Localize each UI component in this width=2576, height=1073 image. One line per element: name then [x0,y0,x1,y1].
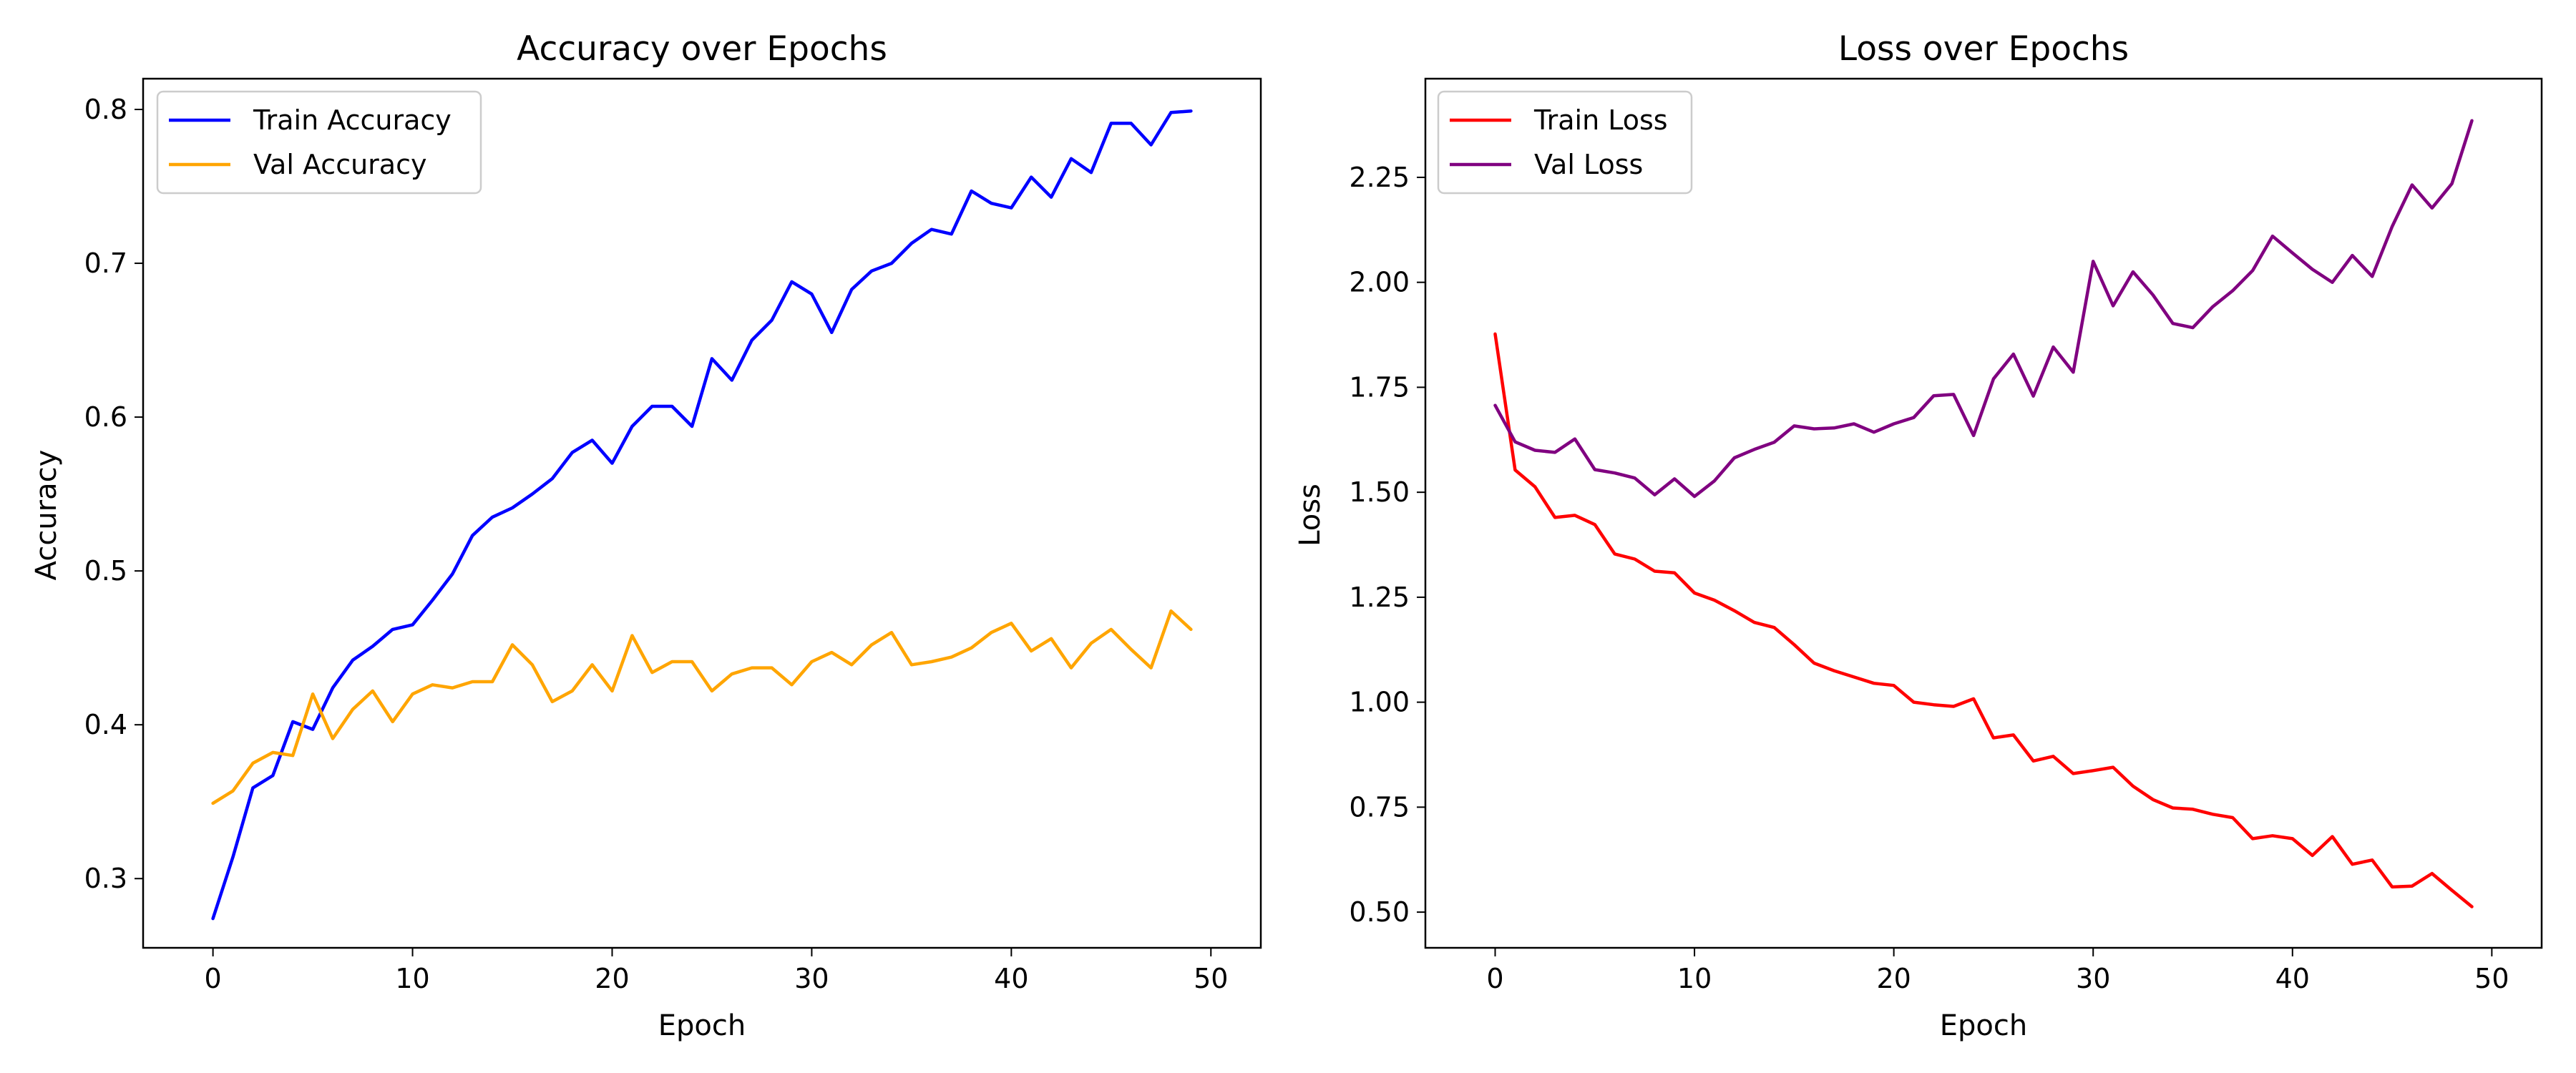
y-tick-label: 1.50 [1349,476,1410,508]
y-tick-label: 0.7 [84,248,127,279]
plot-frame [142,77,1262,949]
y-tick-label: 0.3 [84,863,127,894]
accuracy-chart: Accuracy over Epochs Epoch Accuracy 0 10 2… [30,29,1262,1042]
legend-label-val-accuracy: Val Accuracy [253,149,426,180]
y-tick-label: 0.6 [84,401,127,433]
legend-label-val-loss: Val Loss [1534,149,1643,180]
y-tick-label: 0.75 [1349,791,1410,823]
x-tick-label: 20 [1876,963,1911,994]
series-line-train-loss [1493,332,2474,908]
y-tick-label: 0.4 [84,709,127,740]
y-tick-label: 1.00 [1349,687,1410,718]
chart-title: Accuracy over Epochs [517,29,887,69]
x-tick-label: 50 [1194,963,1228,994]
x-tick-label: 20 [595,963,629,994]
legend-label-train-accuracy: Train Accuracy [253,104,452,136]
legend-label-train-loss: Train Loss [1533,104,1668,136]
y-tick-label: 0.5 [84,555,127,587]
loss-chart: Loss over Epochs Epoch Loss 0 10 20 30 40 500… [1294,29,2543,1042]
legend: Train Loss Val Loss [1437,90,1693,195]
legend: Train Accuracy Val Accuracy [156,90,482,195]
x-tick-label: 50 [2474,963,2509,994]
series-line-val-loss [1493,119,2474,499]
series-lines [1493,119,2474,908]
x-tick-label: 30 [2076,963,2110,994]
series-line-val-accuracy [211,609,1193,805]
x-tick-label: 40 [2275,963,2310,994]
x-axis-label: Epoch [658,1009,746,1042]
y-tick-label: 1.75 [1349,371,1410,403]
y-tick-label: 2.25 [1349,162,1410,193]
x-tick-label: 30 [794,963,829,994]
series-line-train-accuracy [211,109,1193,921]
x-tick-label: 10 [395,963,429,994]
axis-ticks: 0 10 20 30 40 50 0.50 0.75 1.00 1.25 1.50 1.75 2.00 2… [1349,162,2509,994]
y-tick-label: 0.8 [84,94,127,125]
axis-ticks: 0 10 20 30 40 50 0.3 0.4 0.5 0.6 0.7 0.8 [84,94,1229,994]
legend-box [1437,90,1693,195]
y-tick-label: 0.50 [1349,896,1410,928]
x-tick-label: 40 [994,963,1028,994]
series-lines [211,109,1193,921]
legend-box [156,90,482,195]
x-axis-label: Epoch [1940,1009,2027,1042]
y-axis-label: Loss [1294,484,1327,547]
x-tick-label: 0 [205,963,222,994]
y-tick-label: 2.00 [1349,267,1410,298]
y-tick-label: 1.25 [1349,582,1410,613]
chart-title: Loss over Epochs [1838,29,2129,69]
x-tick-label: 0 [1486,963,1503,994]
x-tick-label: 10 [1677,963,1712,994]
y-axis-label: Accuracy [30,450,63,581]
plot-frame [1424,77,2543,949]
